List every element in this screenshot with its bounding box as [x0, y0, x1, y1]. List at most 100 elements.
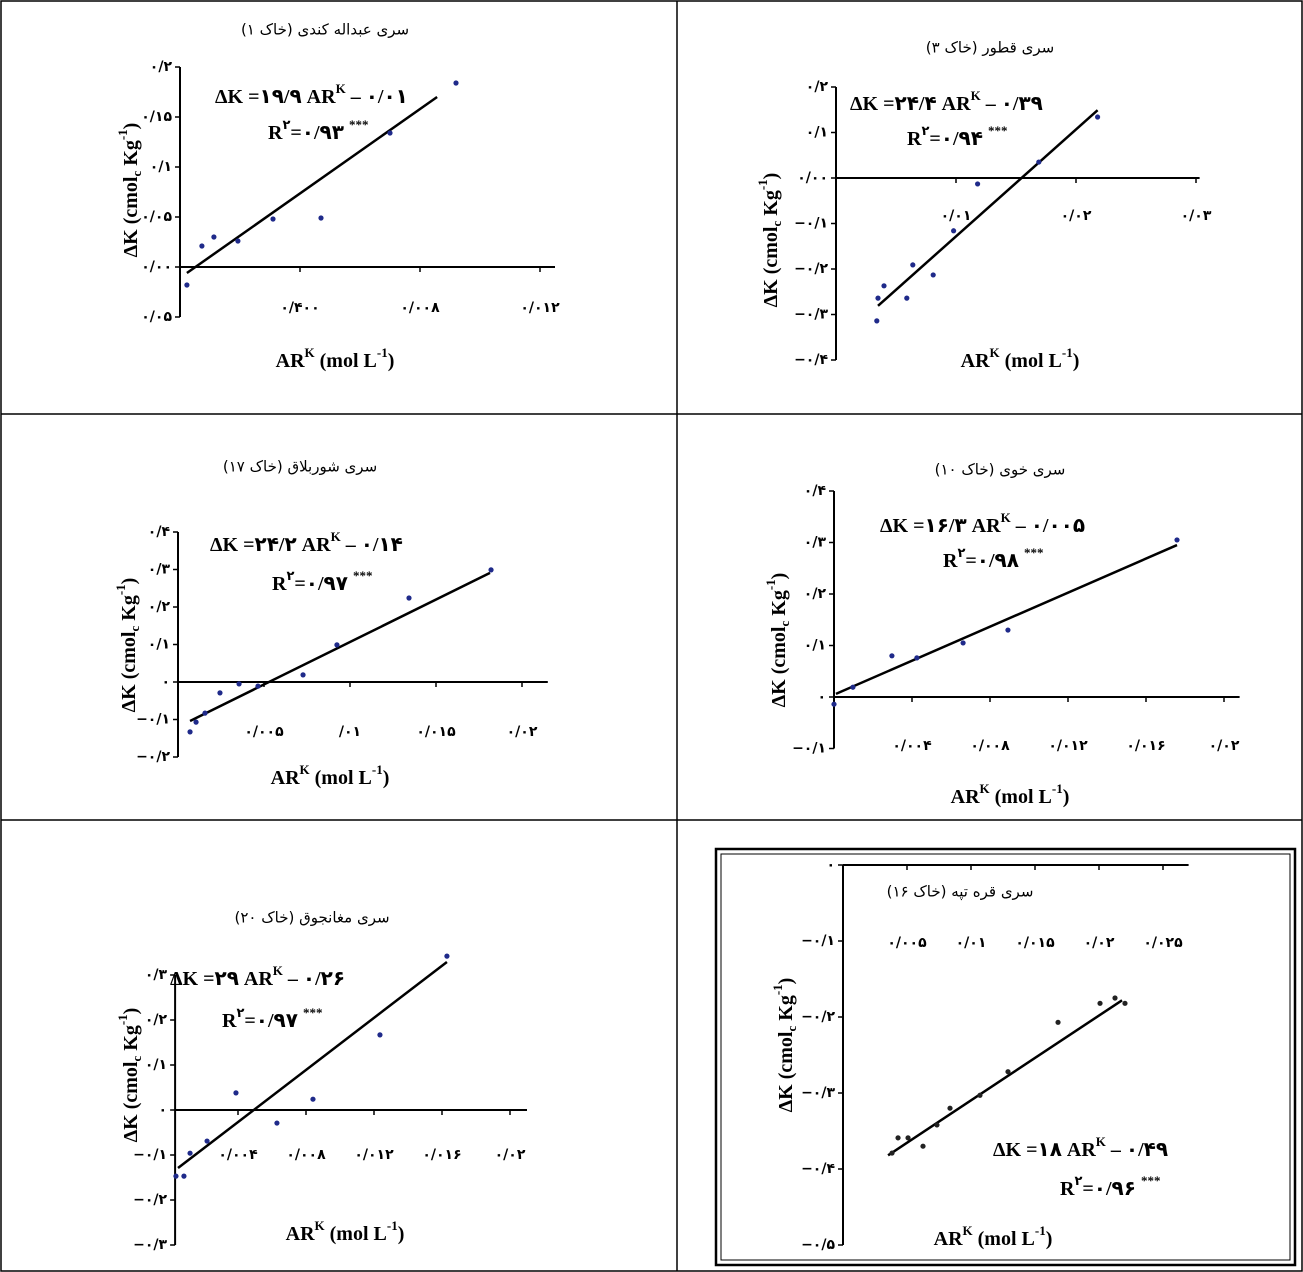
data-point	[1005, 627, 1011, 633]
y-axis-title-part: Kg	[775, 995, 797, 1026]
data-point	[181, 1173, 187, 1179]
x-tick-label: ۰/۰۲	[1209, 738, 1240, 754]
y-axis-title-part: ΔK (cmol	[118, 631, 140, 712]
y-tick-label: ۰/۰۰	[141, 259, 172, 275]
r-squared-part: ۲	[1074, 1173, 1082, 1188]
y-tick-label: ۰	[159, 1102, 168, 1118]
x-tick-label: ۰/۰۰۸	[970, 738, 1010, 754]
r-squared-part: ۲	[921, 123, 929, 138]
data-point	[951, 228, 957, 234]
equation: ΔK =۲۴/۲ ARK – ۰/۱۴	[210, 529, 403, 556]
y-tick-label: ۰/۴	[148, 524, 171, 540]
y-tick-label: ۰/۰۵	[141, 309, 172, 325]
r-squared-part: ***	[349, 117, 369, 132]
data-point	[1055, 1019, 1061, 1025]
y-tick-label: ۰/۱۵	[141, 109, 172, 125]
data-point	[914, 655, 920, 661]
equation-part: ΔK =۲۹ AR	[170, 968, 273, 990]
y-axis-title-part: ΔK (cmol	[768, 626, 790, 707]
equation-part: ΔK =۲۴/۴ AR	[850, 93, 971, 115]
x-axis-title-part: AR	[276, 350, 305, 372]
y-axis-title-part: c	[129, 171, 144, 177]
x-tick-label: ۰/۰۲	[507, 724, 538, 740]
equation-part: K	[331, 529, 342, 544]
y-tick-label: ۰	[826, 857, 835, 873]
x-tick-label: ۰/۰۱۲	[354, 1147, 394, 1163]
r-squared: R۲=۰/۹۷ ***	[272, 568, 372, 595]
data-point	[960, 640, 966, 646]
chart-title: سری قطور (خاک ۳)	[926, 39, 1054, 57]
y-axis-title-part: c	[777, 621, 792, 627]
data-point	[904, 295, 910, 301]
data-point	[889, 1150, 895, 1156]
data-point	[444, 953, 450, 959]
x-tick-label: ۰/۰۱۲	[1048, 738, 1088, 754]
r-squared-part: ***	[988, 123, 1008, 138]
y-tick-label: ۰/۱	[806, 125, 828, 141]
x-axis-title-part: -1	[1062, 345, 1073, 360]
data-point	[274, 1120, 280, 1126]
y-tick-label: −۰/۴	[794, 352, 828, 368]
y-axis-title-part: ΔK (cmol	[120, 176, 142, 257]
equation-part: ΔK =۱۸ AR	[993, 1139, 1096, 1161]
x-axis-title-part: (mol L	[310, 767, 372, 789]
equation-part: – ۰/۰۰۵	[1011, 515, 1085, 537]
x-axis-title-part: K	[300, 762, 311, 777]
chart-title: سری قره تپه (خاک ۱۶)	[887, 883, 1034, 902]
x-tick-label: ۰/۰۳	[1181, 208, 1212, 224]
data-point	[204, 1138, 210, 1144]
data-point	[975, 181, 981, 187]
equation-part: ΔK =۲۴/۲ AR	[210, 534, 331, 556]
y-axis-title: ΔK (cmolc Kg-1)	[755, 173, 784, 308]
x-axis-title-part: AR	[286, 1223, 315, 1245]
r-squared-part: R	[272, 573, 287, 595]
r-squared-part: R	[943, 550, 958, 572]
data-point	[184, 282, 190, 288]
x-tick-label: ۰/۰۲	[1084, 935, 1115, 951]
data-point	[300, 672, 306, 678]
r-squared-part: =۰/۹۷	[244, 1010, 303, 1032]
y-tick-label: −۰/۵	[801, 1237, 835, 1253]
x-tick-label: ۰/۰۲	[1061, 208, 1092, 224]
y-axis-title-part: )	[775, 978, 797, 985]
y-tick-label: −۰/۱	[136, 712, 170, 728]
r-squared-part: ***	[303, 1005, 323, 1020]
y-axis-title-part: -1	[755, 179, 770, 190]
r-squared-part: ***	[1024, 545, 1044, 560]
r-squared-part: ***	[1141, 1173, 1161, 1188]
data-point	[1122, 1000, 1128, 1006]
y-tick-label: −۰/۲	[794, 261, 828, 277]
chart-frame	[714, 847, 1297, 1267]
y-axis-title-part: ΔK (cmol	[775, 1031, 797, 1112]
data-point	[377, 1032, 383, 1038]
data-point	[173, 1173, 179, 1179]
r-squared-part: ۲	[957, 545, 965, 560]
x-axis-title: ARK (mol L-1)	[276, 345, 395, 372]
x-axis-title-part: AR	[951, 786, 980, 808]
r-squared-part: ۲	[282, 117, 290, 132]
r-squared-part: R	[1060, 1178, 1075, 1200]
equation: ΔK =۲۹ ARK – ۰/۲۶	[170, 963, 345, 990]
y-tick-label: ۰/۱	[804, 638, 826, 654]
data-point	[874, 318, 880, 324]
x-axis-title-part: -1	[377, 345, 388, 360]
x-axis-title-part: )	[388, 350, 395, 372]
y-axis-title-part: c	[784, 1026, 799, 1032]
r-squared-part: R	[222, 1010, 237, 1032]
data-point	[889, 653, 895, 659]
y-tick-label: ۰/۲	[148, 599, 171, 615]
data-point	[1112, 995, 1118, 1001]
x-axis-title-part: K	[963, 1223, 974, 1238]
x-axis-title-part: )	[383, 767, 390, 789]
x-axis-title-part: K	[980, 781, 991, 796]
y-axis-title-part: -1	[770, 984, 785, 995]
chart-title: سری شوربلاق (خاک ۱۷)	[223, 458, 377, 476]
r-squared-part: ***	[353, 568, 373, 583]
x-axis-title-part: )	[1073, 350, 1080, 372]
data-point	[488, 567, 494, 573]
equation: ΔK =۱۶/۳ ARK – ۰/۰۰۵	[880, 510, 1085, 537]
x-axis-title-part: (mol L	[325, 1223, 387, 1245]
y-tick-label: −۰/۴	[801, 1161, 835, 1177]
y-tick-label: ۰/۲	[145, 1012, 168, 1028]
data-point	[406, 595, 412, 601]
